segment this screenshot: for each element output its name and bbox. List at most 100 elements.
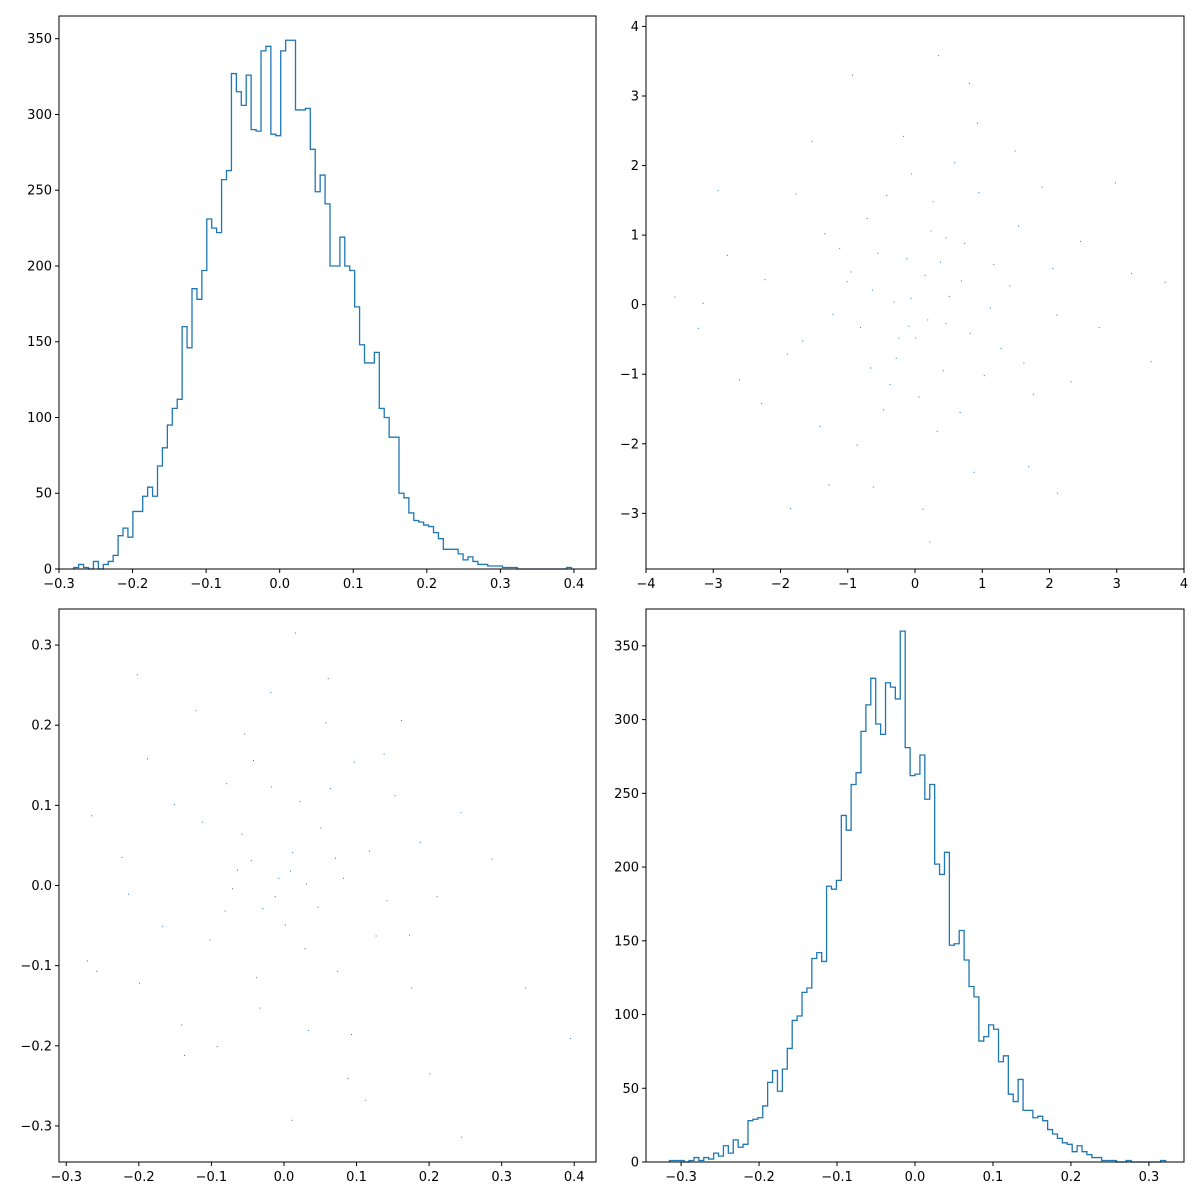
x-tick-label: 1 <box>978 577 986 592</box>
x-tick-label: 0.2 <box>416 577 437 592</box>
scatter-point <box>250 860 252 862</box>
scatter-point <box>903 135 905 137</box>
x-tick-label: 2 <box>1045 577 1053 592</box>
scatter-point <box>121 856 123 858</box>
scatter-point <box>181 1024 183 1026</box>
scatter-point <box>401 719 403 721</box>
scatter-point <box>932 201 934 203</box>
scatter-point <box>911 173 913 175</box>
scatter-point <box>271 786 273 788</box>
scatter-point <box>383 753 385 755</box>
y-tick-label: 200 <box>27 259 52 274</box>
scatter-point <box>968 82 970 84</box>
scatter-point <box>893 301 895 303</box>
scatter-point <box>334 857 336 859</box>
scatter-point <box>136 674 138 676</box>
scatter-point <box>983 375 985 377</box>
scatter-point <box>819 425 821 427</box>
y-tick-label: 150 <box>27 335 52 350</box>
scatter-point <box>969 332 971 334</box>
panel-bottom-left-scatter: −0.3 −0.2 −0.1 0.0 0.1 0.2 0.3 0.4 −0.3 −0.2 −0.1 0… <box>20 608 597 1185</box>
y-tick-label: 3 <box>631 89 639 104</box>
y-tick-label: 350 <box>614 639 639 654</box>
x-tick-label: 0.4 <box>564 1170 585 1185</box>
scatter-point <box>1070 381 1072 383</box>
y-tick-label: 100 <box>27 411 52 426</box>
scatter-point <box>1057 492 1059 494</box>
scatter-point <box>291 1119 293 1121</box>
scatter-point <box>839 247 841 249</box>
scatter-point <box>882 409 884 411</box>
scatter-point <box>959 411 961 413</box>
x-tick-label: −0.1 <box>190 577 222 592</box>
scatter-point <box>940 261 942 263</box>
scatter-point <box>429 1073 431 1075</box>
x-tick-label: −0.3 <box>43 577 75 592</box>
scatter-point <box>1041 186 1043 188</box>
scatter-point <box>786 353 788 355</box>
axes-frame <box>58 15 597 570</box>
x-tick-label: 0.1 <box>343 577 364 592</box>
y-tick-label: −0.2 <box>20 1039 52 1054</box>
scatter-point <box>342 877 344 879</box>
x-tick-label: −2 <box>771 577 790 592</box>
scatter-point <box>274 896 276 898</box>
y-tick-label: −3 <box>620 507 639 522</box>
x-tick-label: 0.3 <box>1139 1170 1160 1185</box>
y-tick-label: 4 <box>631 20 639 35</box>
axes-frame <box>645 15 1185 570</box>
x-tick-label: 4 <box>1180 577 1188 592</box>
y-tick-label: 0.1 <box>31 799 52 814</box>
panel-top-right-scatter: −4 −3 −2 −1 0 1 2 3 4 −3 −2 −1 0 1 2 3 4 <box>620 15 1188 592</box>
y-tick-label: 2 <box>631 159 639 174</box>
scatter-point <box>1131 272 1133 274</box>
x-tick-label: −4 <box>636 577 655 592</box>
scatter-point <box>295 632 297 634</box>
y-tick-label: 300 <box>27 108 52 123</box>
scatter-point <box>993 263 995 265</box>
scatter-point <box>386 900 388 902</box>
scatter-point <box>184 1054 186 1056</box>
scatter-point <box>252 759 254 761</box>
scatter-point <box>978 192 980 194</box>
scatter-point <box>491 858 493 860</box>
scatter-point <box>811 140 813 142</box>
x-tick-label: 0.0 <box>274 1170 295 1185</box>
y-tick-label: 250 <box>27 184 52 199</box>
scatter-point <box>259 1007 261 1009</box>
scatter-point <box>347 1078 349 1080</box>
scatter-point <box>1028 466 1030 468</box>
scatter-point <box>1079 240 1081 242</box>
scatter-point <box>1014 150 1016 152</box>
y-tick-label: −0.3 <box>20 1119 52 1134</box>
scatter-point <box>764 279 766 281</box>
scatter-point <box>91 815 93 817</box>
scatter-point <box>1032 393 1034 395</box>
scatter-point <box>674 296 676 298</box>
scatter-point <box>375 935 377 937</box>
scatter-point <box>702 302 704 304</box>
scatter-point <box>898 337 900 339</box>
x-tick-label: 0.2 <box>419 1170 440 1185</box>
scatter-point <box>924 274 926 276</box>
scatter-point <box>262 908 264 910</box>
scatter-point <box>960 280 962 282</box>
x-tick-label: 0.0 <box>269 577 290 592</box>
y-tick-label: 50 <box>622 1082 639 1097</box>
scatter-point <box>895 357 897 359</box>
scatter-point <box>353 761 355 763</box>
scatter-point <box>1056 314 1058 316</box>
scatter-point <box>795 193 797 195</box>
y-tick-label: 100 <box>614 1008 639 1023</box>
x-tick-label: 0.1 <box>983 1170 1004 1185</box>
y-tick-label: 50 <box>35 487 52 502</box>
scatter-point <box>948 295 950 297</box>
scatter-point <box>320 827 322 829</box>
scatter-point <box>173 804 175 806</box>
scatter-point <box>369 850 371 852</box>
panel-bottom-right-histogram: −0.3 −0.2 −0.1 0.0 0.1 0.2 0.3 0 50 100 150 200 250 3… <box>614 608 1185 1185</box>
scatter-point <box>327 678 329 680</box>
y-tick-label: 0 <box>631 1156 639 1171</box>
scatter-point <box>570 1038 572 1040</box>
